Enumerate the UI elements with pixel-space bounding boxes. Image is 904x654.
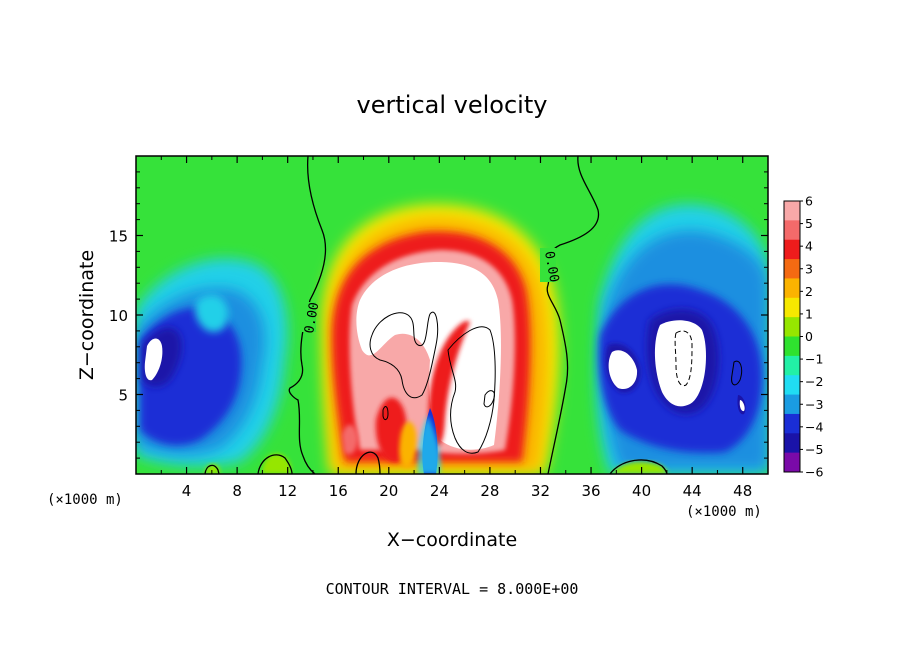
colorbar-swatch <box>784 259 800 279</box>
x-tick-label: 44 <box>683 482 702 500</box>
colorbar-label: 3 <box>805 261 813 276</box>
colorbar-label: 5 <box>805 216 813 231</box>
zero-contour-bottom-left <box>257 454 293 474</box>
x-tick-label: 48 <box>733 482 752 500</box>
x-unit-label-right: (×1000 m) <box>686 504 762 520</box>
x-tick-label: 40 <box>632 482 651 500</box>
contour-label-text-left: 0.00 <box>302 301 322 334</box>
x-tick-label: 20 <box>379 482 398 500</box>
colorbar-swatch <box>784 239 800 260</box>
colorbar-swatch <box>784 375 800 396</box>
x-tick-label: 32 <box>531 482 550 500</box>
colorbar-swatch <box>784 413 800 434</box>
positive-contour-3 <box>483 390 495 408</box>
colorbar-label: 1 <box>805 306 813 321</box>
left-negative-region <box>136 258 288 466</box>
positive-contour-4 <box>382 406 389 421</box>
zero-contour-left <box>288 156 327 474</box>
colorbar-label: −3 <box>805 397 823 412</box>
colorbar-swatch <box>784 452 800 473</box>
central-positive-region <box>321 204 560 474</box>
x-tick-label: 28 <box>480 482 499 500</box>
x-tick-label: 36 <box>581 482 600 500</box>
colorbar-swatch <box>784 220 800 241</box>
colorbar-swatch <box>784 394 800 415</box>
positive-contour-2 <box>447 326 496 454</box>
colorbar-swatch <box>784 355 800 376</box>
zero-contour-small-1 <box>204 464 220 474</box>
colorbar-swatch <box>784 433 800 454</box>
contour-label-left: 0.00 <box>300 301 322 335</box>
colorbar-label: −5 <box>805 442 823 457</box>
colorbar-label: −1 <box>805 352 823 367</box>
contour-interval-text: CONTOUR INTERVAL = 8.000E+00 <box>326 580 579 598</box>
y-axis-title: Z−coordinate <box>76 250 98 380</box>
contour-label-text-right: 0.00 <box>541 250 561 283</box>
contour-label-right: 0.00 <box>540 248 561 284</box>
colorbar-swatch <box>784 278 800 299</box>
negative-contour <box>674 330 693 387</box>
x-axis: 4 8 12 16 20 24 28 32 36 40 44 48 <box>160 156 752 500</box>
x-unit-label-left: (×1000 m) <box>47 492 123 508</box>
x-tick-label: 4 <box>182 482 192 500</box>
surface-features <box>205 453 668 474</box>
y-axis: 5 10 15 <box>109 171 768 459</box>
x-tick-label: 12 <box>278 482 297 500</box>
colorbar-label: −6 <box>805 465 823 480</box>
x-tick-label: 24 <box>430 482 449 500</box>
colorbar-swatch <box>784 201 800 221</box>
x-tick-label: 8 <box>232 482 242 500</box>
zero-contour-rightedge <box>731 360 743 386</box>
right-negative-region <box>596 204 768 474</box>
colorbar-swatch <box>784 336 800 357</box>
colorbar-label: −2 <box>805 374 823 389</box>
positive-contour-1 <box>369 311 439 399</box>
colorbar-label: 0 <box>805 329 813 344</box>
colorbar-label: −4 <box>805 419 823 434</box>
x-axis-title: X−coordinate <box>387 529 517 551</box>
colorbar-label: 4 <box>805 239 813 254</box>
colorbar-label: 2 <box>805 284 813 299</box>
y-tick-label: 10 <box>109 307 128 325</box>
colorbar-swatch <box>784 317 800 337</box>
heatmap-field: 0.00 0.00 <box>136 156 768 474</box>
colorbar: 6 5 4 3 2 1 0 −1 −2 −3 −4 −5 −6 <box>783 194 823 480</box>
chart-title: vertical velocity <box>357 91 548 119</box>
x-tick-label: 16 <box>329 482 348 500</box>
zero-contour-right <box>546 156 600 474</box>
colorbar-swatch <box>784 297 800 318</box>
y-tick-label: 5 <box>118 387 128 405</box>
y-tick-label: 15 <box>109 228 128 246</box>
colorbar-label: 6 <box>805 194 813 209</box>
zero-contour-small-2 <box>355 451 381 474</box>
